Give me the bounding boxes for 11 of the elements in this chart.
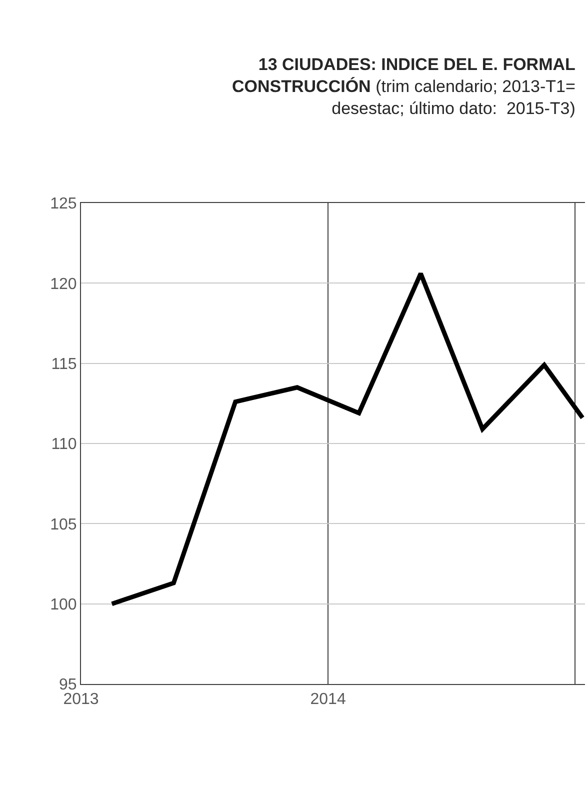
y-tick-label: 105 — [50, 516, 77, 534]
y-tick-label: 125 — [50, 196, 77, 213]
y-tick-label: 95 — [59, 676, 77, 694]
x-tick-label: 2013 — [63, 691, 99, 708]
chart-title: 13 CIUDADES: INDICE DEL E. FORMAL CONSTRUCCIÓN (trim calendario; 2013-T1= desestac; último dato: 2015-T3) — [232, 55, 576, 118]
y-tick-label: 115 — [51, 356, 77, 373]
y-tick-label: 100 — [50, 596, 77, 614]
y-tick-label: 110 — [51, 436, 77, 454]
line-series — [110, 271, 585, 606]
y-tick-label: 120 — [50, 276, 77, 293]
x-tick-label: 2014 — [310, 691, 346, 708]
